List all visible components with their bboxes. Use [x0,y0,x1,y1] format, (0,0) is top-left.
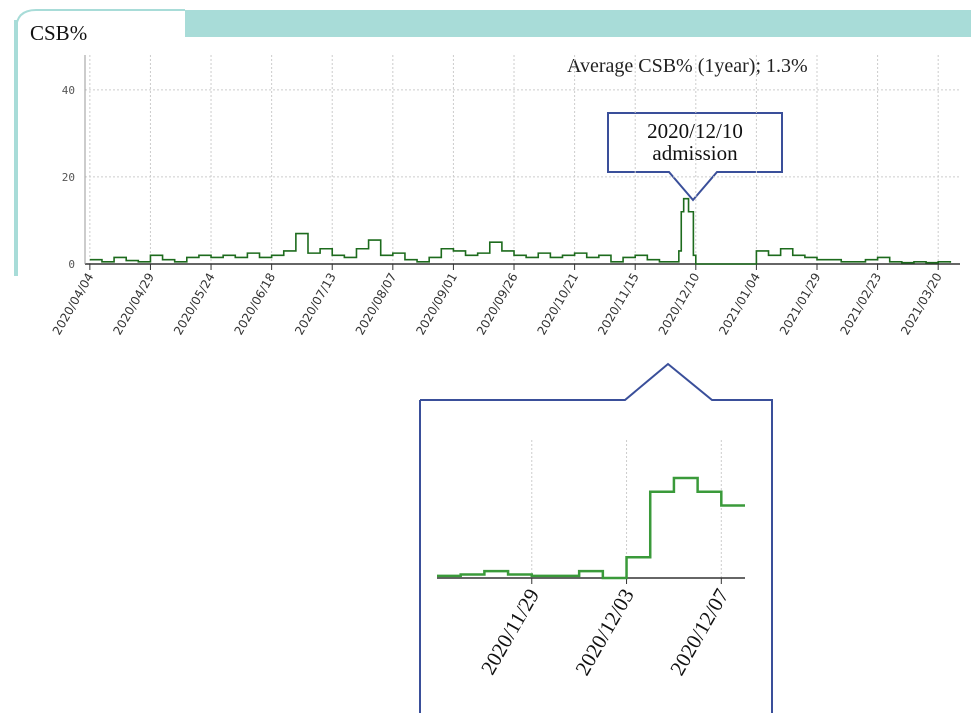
x-tick-label: 2021/01/04 [716,271,763,338]
x-tick-label: 2020/04/29 [110,271,157,338]
step-line [437,476,745,580]
y-tick-label: 0 [68,258,75,271]
x-tick-label: 2020/08/07 [353,271,400,338]
y-axis-label: CSB% [30,21,87,45]
step-line [89,197,952,265]
callout-box [607,112,783,202]
x-tick-label: 2020/05/24 [171,271,218,338]
x-tick-label: 2020/10/21 [534,271,581,338]
callout-text: admission [652,141,738,165]
x-tick-label: 2020/12/07 [665,585,734,680]
frame-corner [15,9,185,31]
header-band [185,10,971,37]
x-tick-label: 2021/01/29 [777,271,824,338]
x-tick-label: 2020/07/13 [292,271,339,338]
inset-frame [419,362,773,713]
x-tick-label: 2020/09/01 [413,270,460,337]
y-tick-label: 20 [62,171,75,184]
x-tick-label: 2020/11/29 [476,585,544,679]
callout-date: 2020/12/10 [647,119,743,143]
y-tick-label: 40 [62,84,75,97]
x-tick-label: 2021/02/23 [837,271,884,338]
x-tick-label: 2020/11/15 [595,271,642,338]
x-tick-label: 2021/03/20 [898,271,945,338]
x-tick-label: 2020/09/26 [474,271,521,338]
x-tick-label: 2020/12/10 [656,271,703,338]
x-tick-label: 2020/06/18 [232,271,279,338]
x-tick-label: 2020/12/03 [570,585,639,680]
x-tick-label: 2020/04/04 [50,271,97,338]
annotation: Average CSB% (1year); 1.3% [567,55,808,77]
